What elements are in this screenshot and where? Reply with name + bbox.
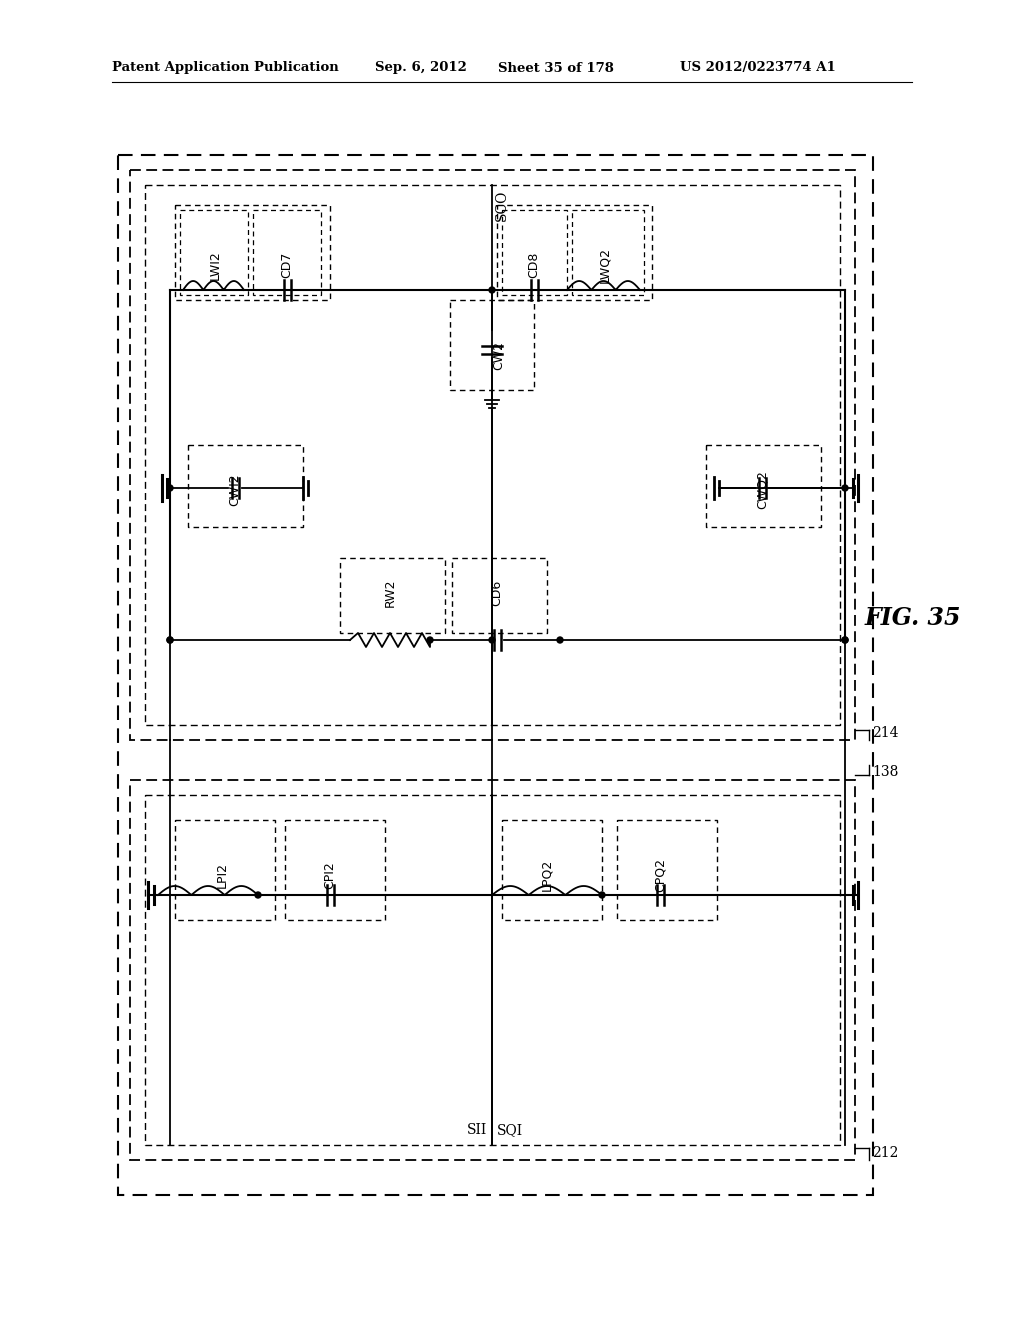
Bar bbox=[452, 558, 547, 634]
Text: LPQ2: LPQ2 bbox=[541, 859, 554, 891]
Text: 214: 214 bbox=[872, 726, 898, 741]
Text: CD8: CD8 bbox=[527, 252, 541, 279]
Text: SQI: SQI bbox=[497, 1123, 523, 1137]
Bar bbox=[180, 210, 248, 294]
Bar bbox=[130, 170, 855, 741]
Text: CPQ2: CPQ2 bbox=[653, 858, 667, 892]
Bar bbox=[502, 210, 567, 294]
Circle shape bbox=[842, 638, 848, 643]
Text: SII: SII bbox=[467, 1123, 487, 1137]
Bar bbox=[572, 210, 644, 294]
Text: Sheet 35 of 178: Sheet 35 of 178 bbox=[498, 62, 613, 74]
Circle shape bbox=[167, 638, 173, 643]
Text: RW2: RW2 bbox=[384, 578, 396, 607]
Circle shape bbox=[842, 484, 848, 491]
Bar bbox=[502, 820, 602, 920]
Text: LPI2: LPI2 bbox=[215, 862, 228, 888]
Text: CW2: CW2 bbox=[493, 341, 506, 370]
Circle shape bbox=[167, 638, 173, 643]
Circle shape bbox=[427, 638, 433, 643]
Text: CPI2: CPI2 bbox=[324, 861, 337, 888]
Bar bbox=[706, 445, 821, 527]
Text: SCO: SCO bbox=[495, 190, 509, 222]
Text: CWQ2: CWQ2 bbox=[756, 470, 768, 510]
Circle shape bbox=[557, 638, 563, 643]
Bar bbox=[450, 300, 534, 389]
Bar bbox=[497, 205, 652, 300]
Bar bbox=[617, 820, 717, 920]
Text: 138: 138 bbox=[872, 766, 898, 779]
Circle shape bbox=[599, 892, 605, 898]
Text: LWI2: LWI2 bbox=[209, 249, 221, 280]
Bar bbox=[253, 210, 321, 294]
Bar bbox=[175, 820, 275, 920]
Bar bbox=[285, 820, 385, 920]
Text: Patent Application Publication: Patent Application Publication bbox=[112, 62, 339, 74]
Text: LWQ2: LWQ2 bbox=[598, 247, 611, 282]
Text: CWI2: CWI2 bbox=[228, 474, 242, 507]
Text: 212: 212 bbox=[872, 1146, 898, 1160]
Bar bbox=[188, 445, 303, 527]
Bar bbox=[145, 185, 840, 725]
Bar bbox=[118, 154, 873, 1195]
Text: CD6: CD6 bbox=[490, 579, 504, 606]
Bar bbox=[340, 558, 445, 634]
Text: US 2012/0223774 A1: US 2012/0223774 A1 bbox=[680, 62, 836, 74]
Circle shape bbox=[167, 484, 173, 491]
Text: Sep. 6, 2012: Sep. 6, 2012 bbox=[375, 62, 467, 74]
Circle shape bbox=[489, 286, 495, 293]
Bar bbox=[145, 795, 840, 1144]
Text: CD7: CD7 bbox=[281, 252, 294, 279]
Bar bbox=[175, 205, 330, 300]
Text: FIG. 35: FIG. 35 bbox=[865, 606, 962, 630]
Circle shape bbox=[255, 892, 261, 898]
Circle shape bbox=[842, 638, 848, 643]
Bar bbox=[130, 780, 855, 1160]
Circle shape bbox=[489, 638, 495, 643]
